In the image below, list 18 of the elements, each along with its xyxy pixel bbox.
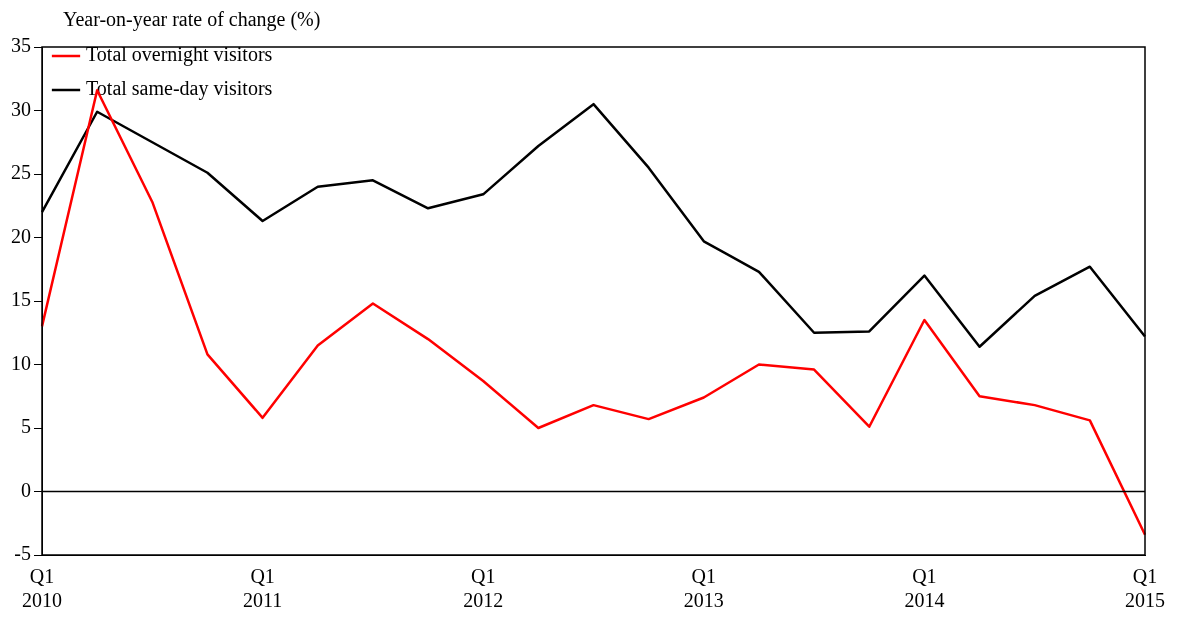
y-tick-label: 20 [11,224,31,247]
y-tick-label: 30 [11,97,31,120]
x-tick-label: Q1 2014 [904,565,945,612]
y-tick-label: 5 [21,415,31,438]
x-tick-label: Q1 2015 [1125,565,1165,612]
y-tick-label: 25 [11,161,31,184]
y-tick-label: -5 [14,542,31,565]
x-tick-label: Q1 2013 [683,565,724,612]
legend-label: Total same-day visitors [86,77,273,101]
x-tick-label: Q1 2010 [22,565,62,612]
y-axis-title: Year-on-year rate of change (%) [63,8,322,32]
y-tick-label: 15 [11,288,31,311]
x-tick-label: Q1 2012 [463,565,504,612]
y-tick-label: 10 [11,351,31,374]
y-tick-label: 35 [11,34,31,57]
legend-label: Total overnight visitors [86,43,273,67]
x-tick-label: Q1 2011 [242,565,283,612]
y-tick-label: 0 [21,478,31,501]
